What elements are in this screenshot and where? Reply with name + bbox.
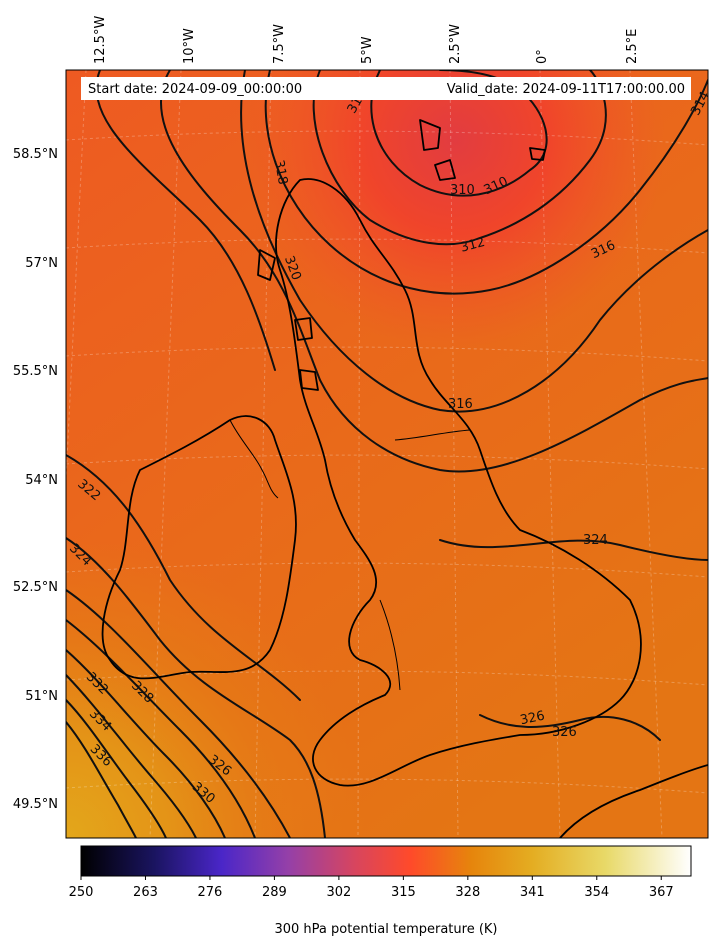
contour-label: 310 bbox=[450, 183, 475, 198]
potential-temperature-field: 312 318 310 310 312 316 314 320 316 322 … bbox=[66, 70, 708, 838]
contour-label: 326 bbox=[552, 725, 577, 740]
colorbar-tick-label: 276 bbox=[198, 885, 223, 900]
contour-318 bbox=[159, 70, 708, 473]
orkney-shetland bbox=[419, 119, 546, 181]
ireland-coast bbox=[101, 415, 297, 680]
lon-label: 5°W bbox=[360, 36, 375, 64]
latitude-labels: 58.5°N 57°N 55.5°N 54°N 52.5°N 51°N 49.5… bbox=[13, 147, 58, 812]
colorbar-tick-label: 341 bbox=[520, 885, 545, 900]
contour-326b bbox=[479, 714, 661, 741]
colorbar-ticks: 250 263 276 289 302 315 328 341 354 367 bbox=[69, 876, 674, 900]
continent-coast bbox=[559, 764, 708, 838]
colorbar-title: 300 hPa potential temperature (K) bbox=[274, 922, 497, 937]
colorbar-tick-label: 328 bbox=[455, 885, 480, 900]
lon-label: 12.5°W bbox=[93, 16, 108, 64]
lat-label: 54°N bbox=[25, 473, 58, 488]
northern-ireland-border bbox=[229, 419, 279, 499]
colorbar-tick-label: 289 bbox=[262, 885, 287, 900]
lon-label: 2.5°W bbox=[448, 24, 463, 64]
colorbar-tick-label: 263 bbox=[133, 885, 158, 900]
contour-label: 316 bbox=[448, 397, 473, 412]
contour-label: 324 bbox=[583, 533, 608, 548]
coastlines bbox=[101, 119, 708, 838]
contour-label: 312 bbox=[459, 235, 487, 256]
contour-label: 318 bbox=[271, 159, 290, 186]
contour-334 bbox=[66, 699, 167, 838]
colorbar-tick-label: 367 bbox=[649, 885, 674, 900]
colorbar bbox=[80, 845, 692, 877]
contour-312 bbox=[312, 70, 607, 246]
plot-frame bbox=[65, 69, 709, 839]
start-date-label: Start date: 2024-09-09_00:00:00 bbox=[88, 82, 302, 97]
contour-324b bbox=[439, 539, 708, 561]
lat-label: 49.5°N bbox=[13, 797, 58, 812]
great-britain-coast bbox=[275, 178, 642, 787]
contour-320 bbox=[95, 70, 276, 371]
colorbar-tick-label: 315 bbox=[391, 885, 416, 900]
colorbar-tick-label: 354 bbox=[584, 885, 609, 900]
lat-label: 55.5°N bbox=[13, 364, 58, 379]
lon-label: 10°W bbox=[182, 28, 197, 64]
contour-328 bbox=[66, 619, 256, 838]
valid-date-label: Valid_date: 2024-09-11T17:00:00.00 bbox=[447, 82, 685, 97]
contour-332 bbox=[66, 674, 197, 838]
colorbar-tick-label: 250 bbox=[69, 885, 94, 900]
contour-336 bbox=[66, 721, 137, 838]
lat-label: 58.5°N bbox=[13, 147, 58, 162]
contour-314 bbox=[264, 70, 708, 295]
lon-label: 7.5°W bbox=[272, 24, 287, 64]
lat-label: 57°N bbox=[25, 256, 58, 271]
wales-england-border bbox=[379, 599, 401, 691]
header-box bbox=[81, 77, 691, 100]
colorbar-tick-label: 302 bbox=[326, 885, 351, 900]
contour-326 bbox=[66, 589, 291, 838]
contour-322 bbox=[66, 454, 301, 701]
lat-label: 51°N bbox=[25, 689, 58, 704]
lon-label: 0° bbox=[535, 49, 550, 64]
contour-316 bbox=[240, 70, 708, 413]
scotland-england-border bbox=[394, 429, 471, 441]
contour-330 bbox=[66, 649, 226, 838]
contour-lines bbox=[66, 70, 708, 838]
lon-label: 2.5°E bbox=[625, 29, 640, 64]
scotland-west-isles bbox=[257, 249, 319, 391]
lat-label: 52.5°N bbox=[13, 580, 58, 595]
contour-label: 326 bbox=[519, 708, 546, 728]
longitude-labels: 12.5°W 10°W 7.5°W 5°W 2.5°W 0° 2.5°E bbox=[93, 16, 640, 64]
